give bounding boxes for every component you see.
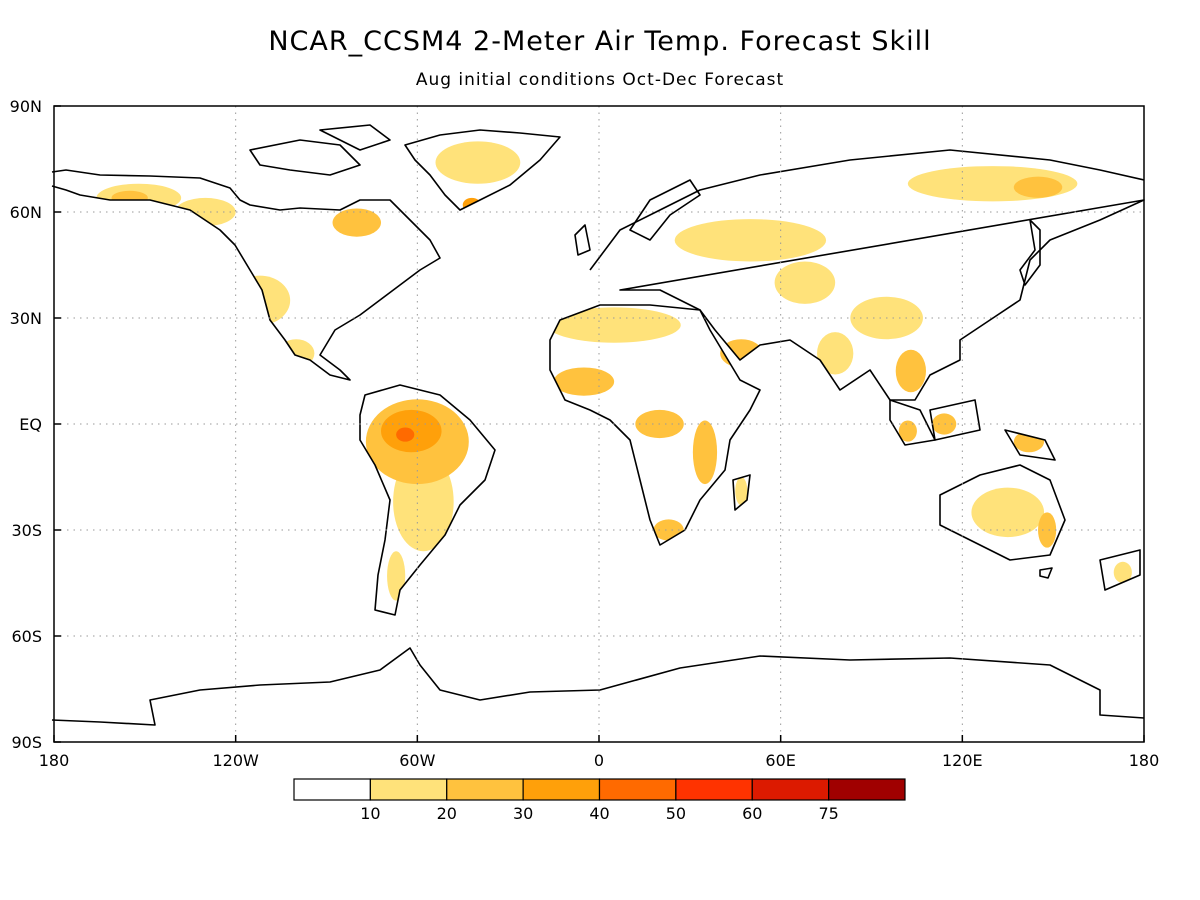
colorbar-bin (293, 778, 371, 801)
colorbar-label: 50 (666, 804, 686, 823)
coastline-uk (574, 224, 591, 256)
lat-tick-label: 30N (10, 309, 42, 328)
colorbar-label: 60 (742, 804, 762, 823)
coastline-japan (1019, 219, 1041, 286)
skill-region-usa-west (229, 275, 291, 326)
lat-tick-label: 90S (11, 733, 42, 752)
lon-tick-label: 0 (594, 751, 604, 770)
latitude-labels: 90N 60N 30N EQ 30S 60S 90S (10, 97, 61, 752)
skill-region-australia-east (1038, 512, 1057, 548)
coastline-eurasia (589, 149, 1145, 401)
lon-tick-label: 120E (942, 751, 983, 770)
skill-region-alaska-core (111, 190, 148, 205)
lon-tick-label: 180 (39, 751, 70, 770)
colorbar: 10 20 30 40 50 60 75 (293, 778, 906, 823)
skill-region-greenland (435, 141, 521, 184)
map-title: NCAR_CCSM4 2-Meter Air Temp. Forecast Sk… (268, 26, 932, 57)
skill-region-sahara (547, 307, 681, 343)
coastline-africa (549, 304, 761, 546)
colorbar-bin (598, 778, 677, 801)
coastline-borneo (929, 399, 981, 441)
skill-region-sumatra (898, 420, 917, 442)
lon-tick-label: 120W (212, 751, 259, 770)
skill-region-australia (971, 487, 1045, 538)
skill-shading (96, 141, 1132, 601)
coastline-north-america (51, 169, 441, 381)
coastline-madagascar (732, 474, 751, 511)
lat-tick-label: 30S (11, 521, 42, 540)
skill-region-india (817, 332, 854, 375)
skill-region-east-africa (692, 420, 718, 485)
map-subtitle: Aug initial conditions Oct-Dec Forecast (415, 70, 785, 90)
skill-region-indochina (895, 349, 926, 393)
lat-tick-label: EQ (19, 415, 42, 434)
coastline-antarctica (51, 647, 1145, 726)
coastline-new-zealand (1099, 549, 1141, 591)
colorbar-bin (751, 778, 830, 801)
lat-tick-label: 60N (10, 203, 42, 222)
colorbar-label: 40 (589, 804, 609, 823)
colorbar-label: 30 (513, 804, 533, 823)
coastline-sumatra (889, 399, 936, 446)
colorbar-label: 20 (437, 804, 457, 823)
skill-region-new-guinea (1013, 431, 1045, 453)
coastline-australia (939, 464, 1066, 561)
skill-region-central-asia (774, 261, 836, 304)
colorbar-bin (369, 778, 448, 801)
coastline-arctic-islands (249, 124, 391, 176)
skill-region-hudson-bay (332, 208, 381, 237)
coastline-south-america (359, 384, 496, 616)
skill-region-amazon-peak (396, 427, 415, 442)
colorbar-bin (828, 778, 906, 801)
lon-tick-label: 60E (765, 751, 795, 770)
colorbar-label: 75 (818, 804, 838, 823)
colorbar-bin (446, 778, 524, 801)
colorbar-label: 10 (360, 804, 380, 823)
skill-region-siberia-east (1013, 176, 1063, 198)
lat-tick-label: 90N (10, 97, 42, 116)
coastline-new-guinea (1004, 429, 1056, 461)
coastline-greenland (404, 129, 561, 211)
lon-tick-label: 60W (399, 751, 435, 770)
skill-region-patagonia (387, 551, 406, 601)
skill-region-west-africa (553, 367, 615, 396)
skill-region-russia-west (674, 219, 827, 262)
lon-tick-label: 180 (1129, 751, 1160, 770)
lat-tick-label: 60S (11, 627, 42, 646)
skill-region-new-zealand (1113, 561, 1132, 584)
coastlines (51, 124, 1145, 726)
colorbar-bin (675, 778, 753, 801)
longitude-labels: 180 120W 60W 0 60E 120E 180 (39, 735, 1160, 770)
skill-region-madagascar (735, 477, 748, 506)
skill-region-borneo (932, 413, 957, 435)
coastline-tasmania (1039, 567, 1053, 579)
colorbar-bin (522, 778, 601, 801)
skill-region-mexico (278, 339, 315, 368)
coastline-scandinavia (629, 179, 701, 241)
